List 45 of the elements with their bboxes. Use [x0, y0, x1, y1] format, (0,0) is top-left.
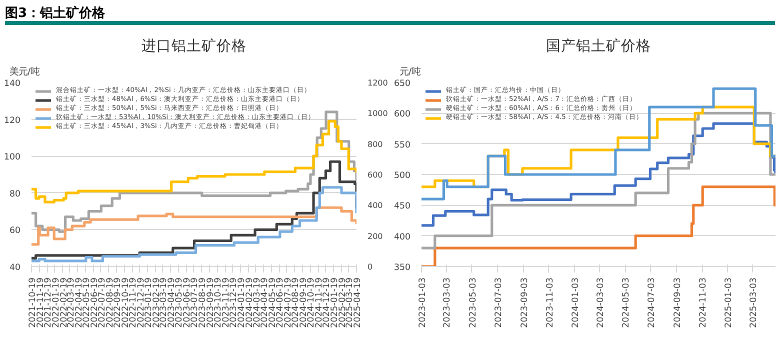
chart-title: 进口铝土矿价格	[142, 38, 246, 54]
x-tick-label: 2025-03-03	[748, 277, 759, 328]
x-tick-label: 2023-07-03	[494, 277, 504, 328]
y2-tick-label: 1000	[368, 109, 388, 118]
x-tick-label: 2023-11-03	[545, 277, 556, 328]
x-tick-label: 2022-01-19	[51, 277, 62, 328]
y-axis-title: 元/吨	[400, 66, 421, 78]
x-tick-label: 2025-01-03	[724, 277, 734, 328]
y-tick-label: 100	[4, 152, 21, 163]
x-tick-label: 2022-07-19	[97, 277, 108, 328]
y-tick-label: 600	[394, 110, 411, 120]
x-tick-label: 2024-05-03	[622, 277, 632, 328]
x-tick-label: 2022-03-19	[66, 277, 76, 328]
x-tick-label: 2024-09-03	[673, 277, 684, 328]
chart-title: 国产铝土矿价格	[546, 38, 651, 54]
x-tick-label: 2022-05-19	[82, 277, 92, 328]
y-tick-label: 60	[9, 226, 20, 236]
y2-tick-label: 1200	[368, 78, 388, 88]
y2-tick-label: 600	[368, 170, 383, 180]
x-tick-label: 2023-05-03	[468, 277, 478, 328]
y-tick-label: 450	[394, 202, 411, 212]
x-tick-label: 2024-01-03	[570, 277, 581, 328]
y-tick-label: 350	[394, 263, 411, 273]
y-tick-label: 550	[394, 140, 411, 150]
y-tick-label: 650	[394, 79, 411, 89]
y-tick-label: 40	[9, 263, 20, 273]
x-tick-label: 2024-03-03	[596, 277, 606, 328]
caption: 图3：铝土矿价格	[5, 5, 106, 23]
y2-tick-label: 0	[368, 262, 373, 272]
x-tick-label: 2025-04-19	[353, 277, 363, 328]
x-tick-label: 2024-07-03	[647, 277, 658, 328]
x-tick-label: 2023-03-03	[442, 277, 453, 328]
y-tick-label: 140	[4, 79, 21, 89]
y2-tick-label: 400	[368, 201, 383, 210]
y2-tick-label: 200	[368, 232, 383, 241]
x-tick-label: 2021-10-19	[28, 277, 38, 328]
y-tick-label: 120	[4, 116, 21, 126]
y-tick-label: 500	[394, 171, 411, 181]
x-tick-label: 2023-01-03	[418, 277, 428, 328]
y-tick-label: 80	[9, 189, 20, 200]
y2-tick-label: 800	[368, 140, 383, 149]
y-axis-title: 美元/吨	[10, 66, 40, 78]
x-tick-label: 2023-09-03	[520, 277, 530, 328]
x-tick-label: 2024-11-03	[698, 277, 709, 328]
y-tick-label: 400	[394, 232, 411, 242]
